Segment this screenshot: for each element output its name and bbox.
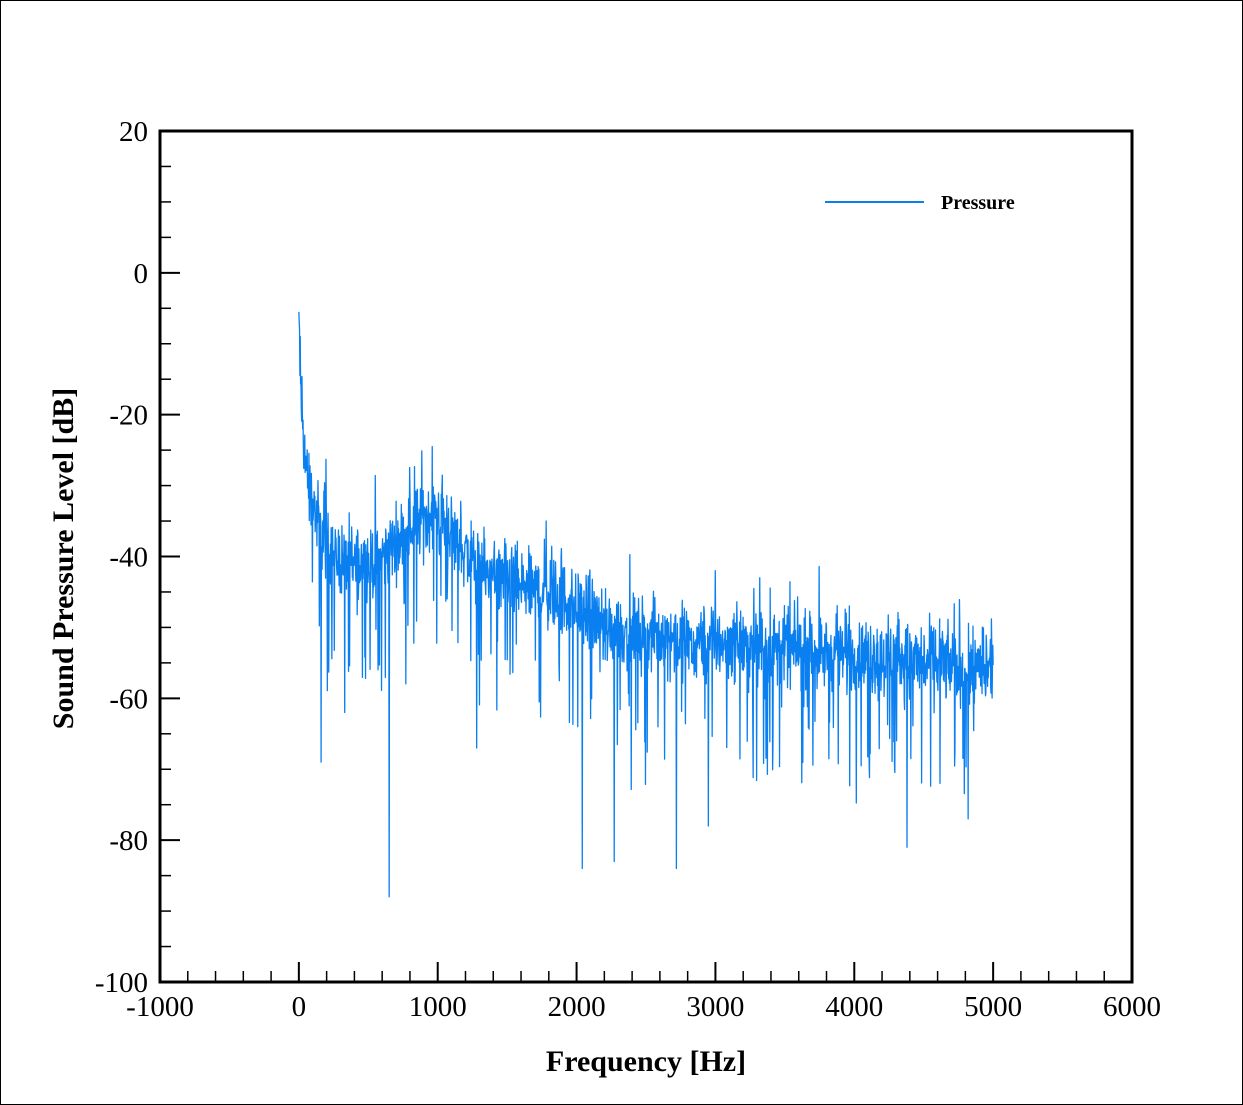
major-ticks xyxy=(160,271,995,982)
x-tick-label: 6000 xyxy=(1103,991,1161,1023)
y-tick-labels: -100 -80 -60 -40 -20 0 20 xyxy=(95,116,148,999)
x-tick-label: 3000 xyxy=(686,991,744,1023)
legend-label-pressure: Pressure xyxy=(941,192,1015,214)
y-tick-label: 20 xyxy=(119,116,148,148)
x-tick-label: 5000 xyxy=(964,991,1022,1023)
x-tick-label: 4000 xyxy=(825,991,883,1023)
y-tick-label: -40 xyxy=(109,542,148,574)
y-axis-title: Sound Pressure Level [dB] xyxy=(47,388,80,729)
x-axis-title: Frequency [Hz] xyxy=(546,1045,746,1078)
x-tick-labels: -1000 0 1000 2000 3000 4000 5000 6000 xyxy=(126,991,1161,1023)
plot-area-border xyxy=(158,129,1134,984)
series-layer xyxy=(298,311,994,898)
x-tick-label: -1000 xyxy=(126,991,194,1023)
minor-ticks xyxy=(160,165,1105,982)
y-tick-label: -20 xyxy=(109,400,148,432)
x-tick-label: 1000 xyxy=(409,991,467,1023)
legend: Pressure xyxy=(825,192,1015,214)
y-tick-label: -100 xyxy=(95,967,148,999)
series-line-pressure xyxy=(298,311,994,898)
x-tick-label: 0 xyxy=(292,991,307,1023)
y-tick-label: 0 xyxy=(134,258,149,290)
y-tick-label: -80 xyxy=(109,825,148,857)
y-tick-label: -60 xyxy=(109,683,148,715)
x-tick-label: 2000 xyxy=(548,991,606,1023)
